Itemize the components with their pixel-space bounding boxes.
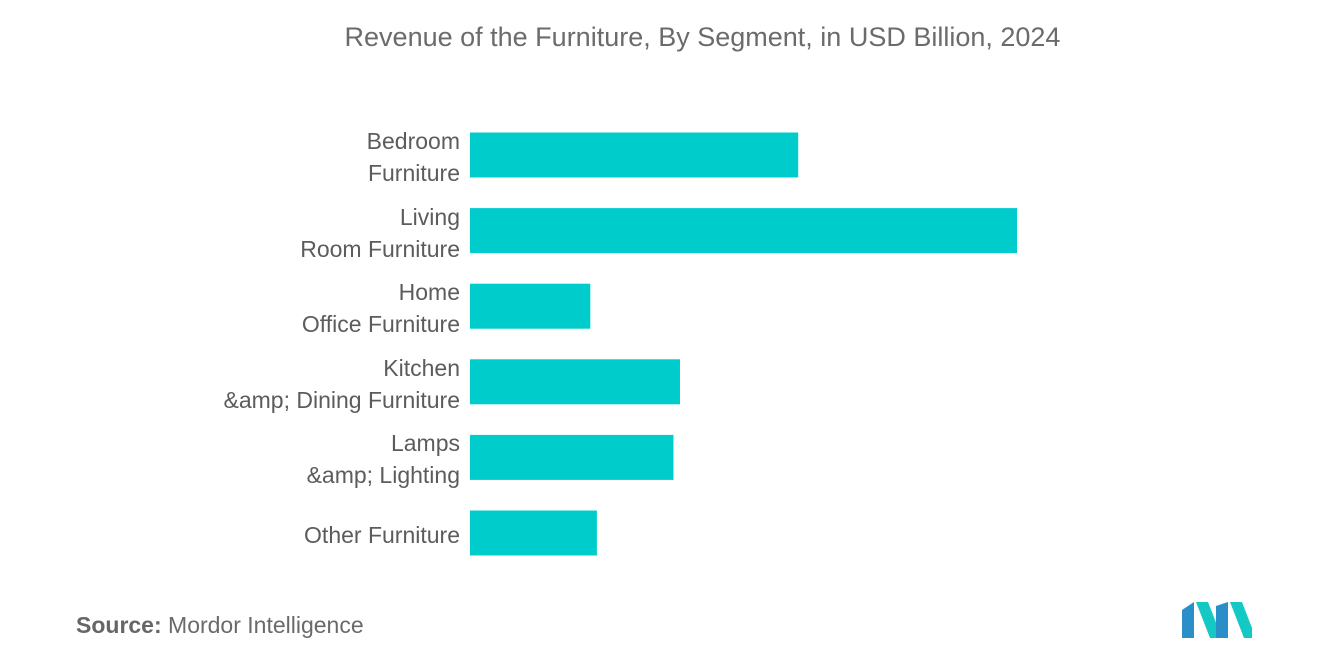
category-label-line: Furniture: [367, 160, 460, 186]
mordor-intelligence-logo-icon: [1182, 602, 1252, 638]
category-label: Home Office Furniture: [302, 276, 460, 340]
category-label: Bedroom Furniture: [367, 125, 460, 189]
source-label: Source:: [76, 612, 162, 638]
category-label: Kitchen &amp; Dining Furniture: [224, 352, 461, 416]
bar: [470, 208, 1017, 254]
category-label-line: &amp; Lighting: [306, 462, 460, 489]
category-label-line: Lamps: [390, 430, 460, 457]
category-label: Other Furniture: [304, 519, 460, 551]
chart-title: Revenue of the Furniture, By Segment, in…: [344, 22, 1061, 52]
bar: [470, 132, 799, 178]
bar: [470, 510, 597, 556]
category-label-line: Home: [398, 279, 460, 306]
category-label-line: Bedroom: [366, 128, 460, 154]
category-label: Lamps &amp; Lighting: [307, 427, 460, 491]
category-label-line: Other Furniture: [304, 522, 460, 548]
category-label-line: &amp; Dining Furniture: [223, 386, 461, 413]
bar: [470, 283, 591, 329]
bar: [470, 434, 674, 480]
bar: [470, 359, 680, 405]
category-label-line: Room Furniture: [300, 235, 460, 262]
category-label-line: Office Furniture: [301, 311, 460, 338]
category-label-line: Kitchen: [383, 354, 460, 381]
source-note: Source: Mordor Intelligence: [76, 612, 364, 639]
category-label-line: Living: [399, 203, 460, 230]
source-text: Mordor Intelligence: [168, 612, 364, 638]
category-label: Living Room Furniture: [300, 201, 460, 265]
